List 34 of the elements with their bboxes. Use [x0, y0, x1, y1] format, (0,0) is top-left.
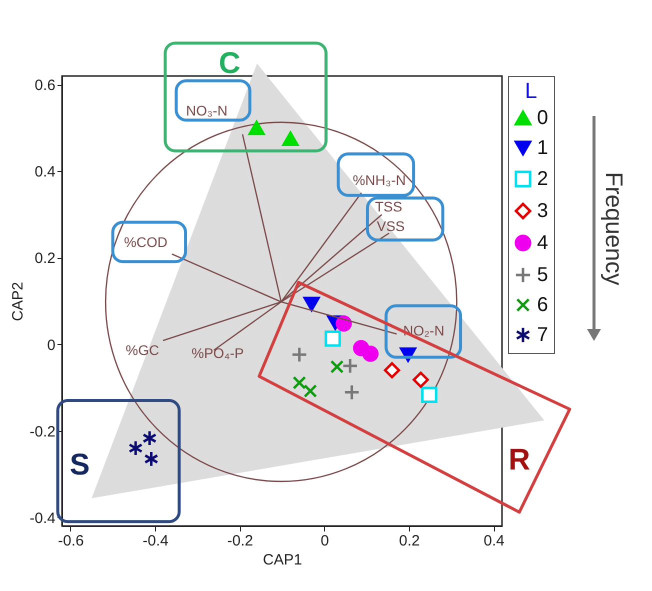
x-tick-label: -0.2 — [227, 532, 254, 550]
x-tick-label: 0.4 — [484, 532, 504, 550]
y-axis-title: CAP2 — [10, 282, 27, 322]
legend-label: 3 — [537, 200, 548, 222]
annotation: VSS — [376, 218, 405, 234]
annotation: C — [218, 46, 240, 80]
annotation: NO₃-N — [186, 102, 228, 118]
annotation: %COD — [124, 234, 168, 250]
legend-title: L — [524, 78, 538, 103]
y-tick-label: -0.2 — [30, 423, 56, 440]
annotation: TSS — [375, 198, 402, 215]
legend-label: 6 — [537, 294, 548, 316]
y-tick-label: 0.6 — [34, 77, 56, 94]
y-tick-label: 0 — [47, 336, 56, 354]
legend-label: 7 — [537, 324, 548, 346]
legend-label: 0 — [537, 107, 548, 129]
legend-label: 2 — [537, 168, 548, 190]
annotation: %PO₄-P — [191, 344, 244, 361]
legend-label: 1 — [537, 137, 548, 159]
y-tick-label: 0.2 — [34, 250, 56, 268]
annotation: S — [70, 448, 90, 482]
text: Frequency — [600, 172, 627, 286]
annotation: %NH₃-N — [352, 172, 406, 188]
x-tick-label: -0.6 — [58, 532, 84, 550]
y-tick-label: 0.4 — [34, 164, 56, 181]
text: R — [508, 444, 531, 477]
annotation: %GC — [126, 342, 160, 358]
x-axis-title: CAP1 — [262, 552, 302, 568]
x-tick-label: -0.4 — [142, 532, 169, 550]
x-tick-label: 0 — [320, 532, 329, 550]
legend-label: 5 — [537, 264, 548, 286]
x-tick-label: 0.2 — [398, 532, 420, 550]
y-tick-label: -0.4 — [30, 510, 56, 527]
legend-label: 4 — [537, 232, 548, 254]
